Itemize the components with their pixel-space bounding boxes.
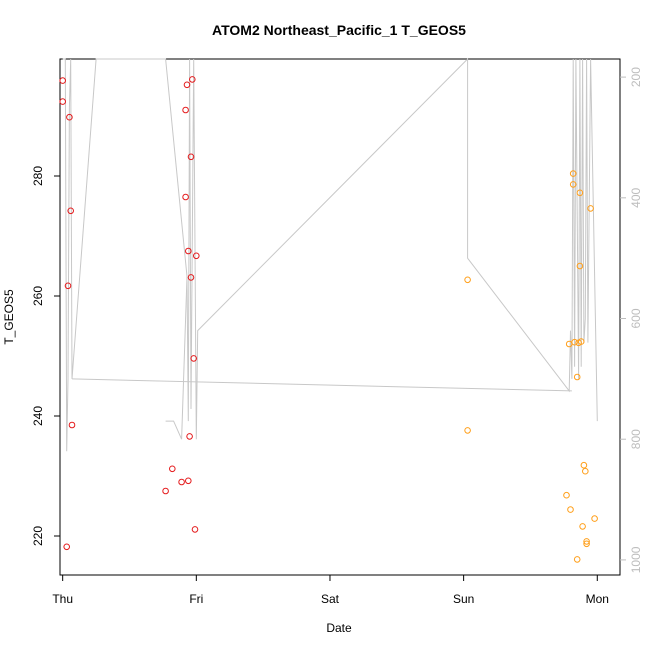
data-point [583,540,590,548]
y2-tick-label: 600 [629,308,643,328]
x-tick-label: Sat [321,592,340,606]
x-tick-label: Sun [453,592,474,606]
data-point [582,467,589,475]
data-point [183,81,191,89]
data-point [579,523,586,530]
data-point [580,461,588,469]
data-point [191,526,199,533]
data-point [186,433,193,440]
chart-title: ATOM2 Northeast_Pacific_1 T_GEOS5 [212,22,466,38]
pressure-line-c [165,276,188,440]
data-point [185,477,192,485]
y-tick-label: 240 [31,406,45,426]
data-point [573,556,581,563]
data-point [182,106,189,114]
data-point [567,506,574,513]
y-axis: 220 240 260 280 [31,166,60,546]
data-point [583,538,590,545]
data-point [68,421,76,429]
plot-frame [59,58,621,576]
data-point [162,487,169,495]
y2-tick-label: 200 [629,67,643,87]
data-point [187,153,195,161]
data-point [185,247,192,255]
y-axis-label: T_GEOS5 [2,289,16,345]
y2-axis: 200 400 600 800 1000 [620,67,643,573]
x-axis: Thu Fri Sat Sun Mon [52,575,609,606]
x-tick-label: Thu [52,592,73,606]
y2-tick-label: 400 [629,187,643,207]
x-tick-label: Fri [189,592,203,606]
x-tick-label: Mon [586,592,609,606]
data-point [169,465,176,473]
data-point [64,282,72,290]
data-point [576,262,584,270]
data-point [577,338,585,345]
x-axis-label: Date [326,621,352,635]
points-layer [59,76,598,563]
data-point [587,205,594,212]
data-point [193,252,200,260]
data-point [569,170,577,177]
data-point [189,76,196,83]
data-point [182,193,189,201]
data-point [464,276,471,284]
data-point [573,373,581,381]
pressure-line-layer [62,57,598,452]
data-point [187,274,195,281]
data-point [576,189,584,197]
y-tick-label: 220 [31,526,45,546]
data-point [591,515,598,522]
data-point [66,113,73,121]
data-point [178,478,185,486]
pressure-line-b [71,378,572,392]
data-point [59,98,67,105]
data-point [563,491,570,499]
data-point [67,207,74,215]
pressure-line [62,57,598,452]
data-point [190,355,197,362]
data-point [571,338,578,346]
y2-tick-label: 800 [629,429,643,449]
data-point [59,77,67,84]
data-point [464,427,471,434]
data-point [569,181,577,188]
data-point [63,543,70,551]
y-tick-label: 260 [31,286,45,306]
y-tick-label: 280 [31,166,45,186]
y2-tick-label: 1000 [629,546,643,573]
